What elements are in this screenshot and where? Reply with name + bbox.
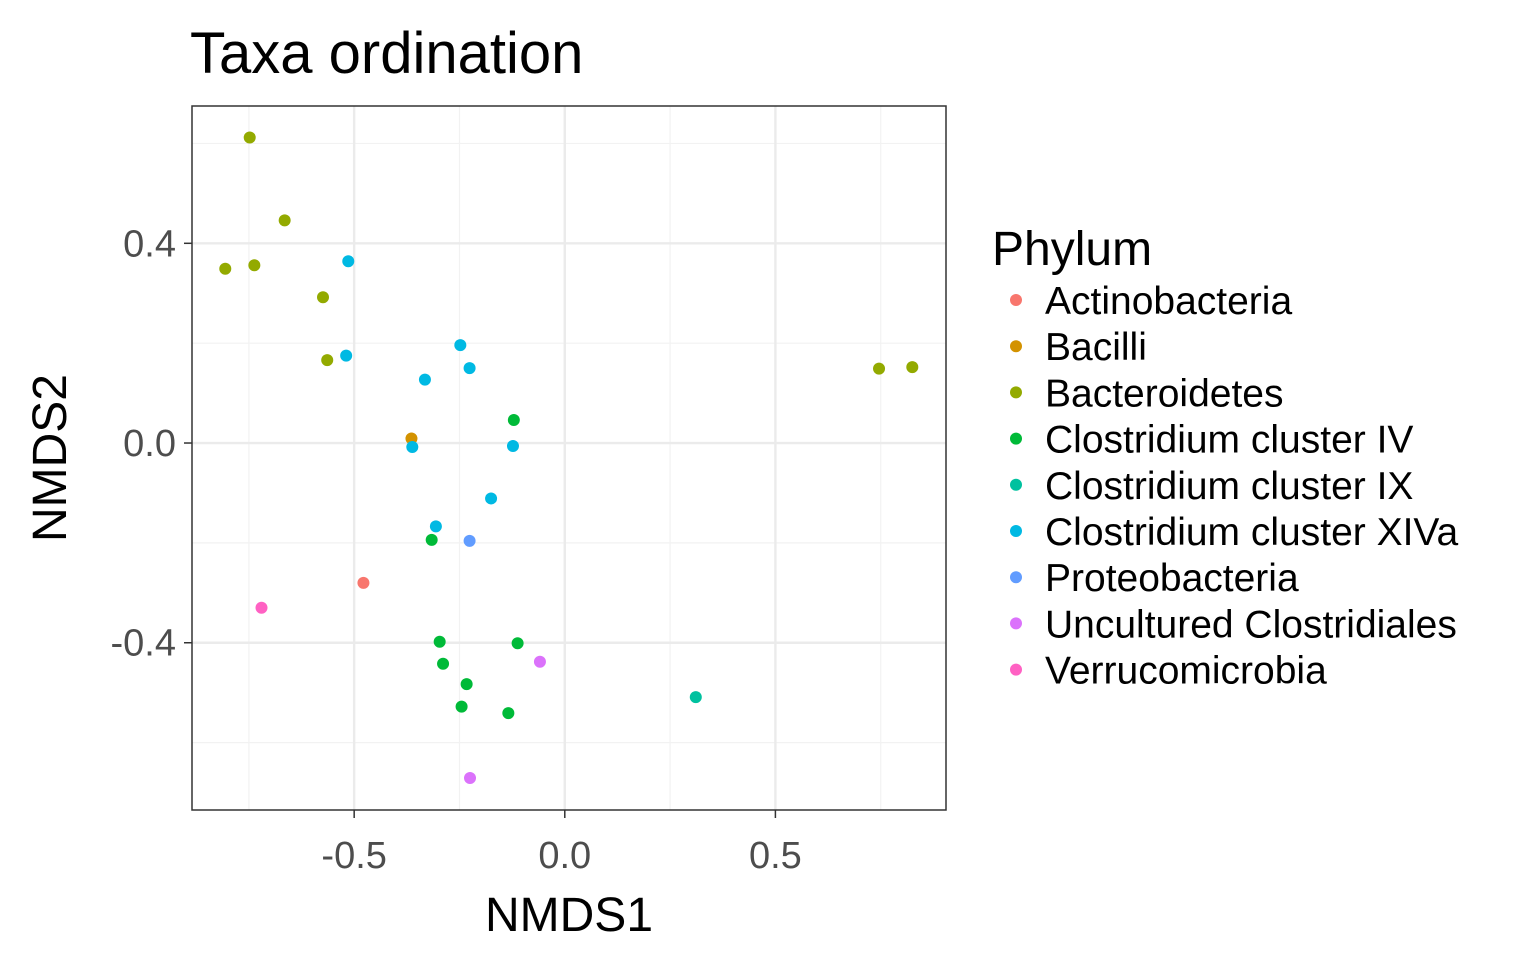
data-point-clostridium-cluster-iv: [433, 635, 446, 648]
legend-key-actinobacteria: [1010, 294, 1022, 306]
data-point-clostridium-cluster-iv: [460, 678, 473, 691]
x-tick-label: 0.5: [749, 835, 802, 877]
data-point-bacteroidetes: [278, 214, 291, 227]
data-point-verrucomicrobia: [255, 601, 268, 614]
data-point-clostridium-cluster-iv: [511, 637, 524, 650]
y-axis-label: NMDS2: [24, 374, 77, 542]
data-point-bacteroidetes: [321, 354, 334, 367]
data-point-clostridium-cluster-xiva: [340, 349, 353, 362]
data-points: [219, 131, 919, 785]
data-point-bacteroidetes: [873, 362, 886, 375]
y-axis: -0.4 0.0 0.4: [111, 223, 192, 665]
legend-label-clostridium-cluster-iv: Clostridium cluster IV: [1045, 419, 1413, 462]
data-point-clostridium-cluster-iv: [437, 657, 450, 670]
legend-key-clostridium-cluster-ix: [1010, 478, 1022, 491]
data-point-clostridium-cluster-xiva: [342, 255, 355, 268]
panel-background: [192, 106, 946, 810]
data-point-bacteroidetes: [906, 361, 919, 374]
data-point-clostridium-cluster-iv: [455, 700, 468, 713]
data-point-clostridium-cluster-xiva: [454, 339, 467, 352]
data-point-clostridium-cluster-xiva: [406, 441, 419, 454]
x-tick-label: -0.5: [321, 835, 386, 877]
legend: Phylum ActinobacteriaBacilliBacteroidete…: [992, 223, 1459, 693]
data-point-clostridium-cluster-iv: [502, 707, 515, 720]
data-point-proteobacteria: [463, 534, 476, 547]
x-axis-label: NMDS1: [485, 889, 653, 942]
data-point-clostridium-cluster-xiva: [418, 373, 431, 386]
legend-key-uncultured-clostridiales: [1010, 617, 1022, 630]
data-point-clostridium-cluster-xiva: [463, 362, 476, 375]
legend-label-verrucomicrobia: Verrucomicrobia: [1045, 650, 1327, 693]
legend-key-bacilli: [1010, 340, 1022, 353]
y-tick-label: 0.4: [123, 223, 176, 265]
grid: [192, 106, 946, 810]
legend-key-proteobacteria: [1010, 571, 1022, 584]
data-point-clostridium-cluster-xiva: [429, 520, 442, 533]
legend-key-bacteroidetes: [1010, 386, 1022, 399]
data-point-clostridium-cluster-iv: [425, 533, 438, 546]
data-point-actinobacteria: [357, 576, 370, 589]
legend-label-bacilli: Bacilli: [1045, 326, 1147, 369]
legend-label-clostridium-cluster-xiva: Clostridium cluster XIVa: [1045, 511, 1459, 554]
legend-label-clostridium-cluster-ix: Clostridium cluster IX: [1045, 465, 1413, 508]
data-point-clostridium-cluster-ix: [689, 691, 702, 704]
data-point-bacteroidetes: [243, 131, 256, 144]
chart-title: Taxa ordination: [190, 21, 583, 86]
x-tick-label: 0.0: [538, 835, 591, 877]
data-point-bacteroidetes: [317, 291, 330, 304]
legend-title: Phylum: [992, 223, 1152, 276]
panel: [191, 105, 947, 811]
data-point-uncultured-clostridiales: [464, 772, 477, 785]
legend-key-clostridium-cluster-xiva: [1010, 525, 1022, 537]
legend-label-bacteroidetes: Bacteroidetes: [1045, 372, 1283, 415]
data-point-clostridium-cluster-xiva: [506, 440, 519, 453]
y-tick-label: -0.4: [111, 623, 176, 665]
panel-border: [191, 105, 947, 811]
data-point-bacteroidetes: [219, 262, 232, 275]
legend-key-clostridium-cluster-iv: [1010, 432, 1022, 445]
data-point-uncultured-clostridiales: [533, 655, 546, 668]
legend-label-actinobacteria: Actinobacteria: [1045, 280, 1292, 323]
data-point-clostridium-cluster-iv: [507, 414, 520, 427]
legend-label-uncultured-clostridiales: Uncultured Clostridiales: [1045, 603, 1457, 646]
y-tick-label: 0.0: [123, 423, 176, 465]
legend-label-proteobacteria: Proteobacteria: [1045, 557, 1299, 600]
data-point-clostridium-cluster-xiva: [485, 492, 498, 505]
legend-key-verrucomicrobia: [1010, 663, 1022, 676]
x-axis: -0.5 0.0 0.5: [321, 810, 802, 877]
data-point-bacteroidetes: [248, 259, 261, 272]
